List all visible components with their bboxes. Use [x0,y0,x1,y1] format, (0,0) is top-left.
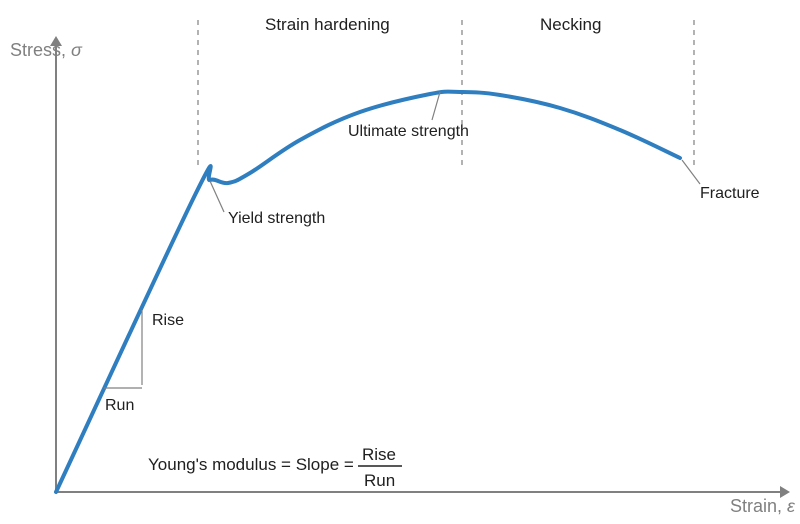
stress-strain-chart: Stress, σ Strain, ε Strain hardening Neckin… [0,0,800,524]
y-axis-label: Stress, σ [10,40,83,60]
formula-numerator: Rise [362,445,396,464]
youngs-modulus-formula-prefix: Young's modulus = Slope = [148,455,354,474]
ultimate-strength-label: Ultimate strength [348,123,469,140]
rise-label: Rise [152,312,184,329]
chart-background [0,0,800,524]
run-label: Run [105,397,134,414]
fracture-label: Fracture [700,185,760,202]
yield-strength-label: Yield strength [228,210,325,227]
region-label-strain-hardening: Strain hardening [265,15,390,34]
region-label-necking: Necking [540,15,601,34]
formula-denominator: Run [364,471,395,490]
x-axis-label: Strain, ε [730,496,796,516]
